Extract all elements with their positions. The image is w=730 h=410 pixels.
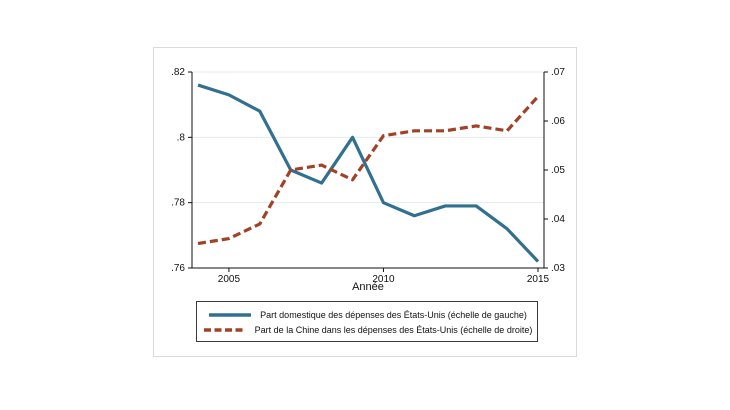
x-tick-label: 2005 — [218, 274, 241, 285]
legend-label-us-domestic: Part domestique des dépenses des États-U… — [260, 309, 527, 320]
y-left-tick-label: .76 — [171, 263, 185, 274]
x-axis-title: Année — [352, 281, 384, 293]
x-tick-label: 2015 — [527, 274, 550, 285]
legend-line-solid-icon — [209, 312, 252, 317]
y-left-tick-label: .8 — [177, 132, 186, 143]
y-left-tick-label: .82 — [171, 67, 185, 78]
y-right-tick-label: .07 — [551, 67, 565, 78]
y-left-tick-label: .78 — [171, 198, 185, 209]
y-right-tick-label: .05 — [551, 165, 565, 176]
chart-figure: .76 .78 .8 .82 .03 .04 .05 .06 .07 2005 2010 2015 A… — [153, 47, 577, 357]
y-right-tick-label: .06 — [551, 116, 565, 127]
legend-item-us-domestic: Part domestique des dépenses des États-U… — [197, 307, 537, 322]
legend: Part domestique des dépenses des États-U… — [196, 301, 538, 342]
legend-item-china-share: Part de la Chine dans les dépenses des É… — [197, 322, 537, 337]
legend-label-china-share: Part de la Chine dans les dépenses des É… — [254, 324, 533, 335]
x-tick-label: 2010 — [372, 274, 395, 285]
y-right-tick-label: .04 — [551, 214, 565, 225]
line-chart: .76 .78 .8 .82 .03 .04 .05 .06 .07 2005 2010 2015 — [171, 67, 565, 285]
y-right-tick-label: .03 — [551, 263, 565, 274]
legend-line-dashed-icon — [203, 327, 246, 332]
series-line-1 — [197, 95, 540, 246]
series-line-0 — [197, 83, 540, 263]
